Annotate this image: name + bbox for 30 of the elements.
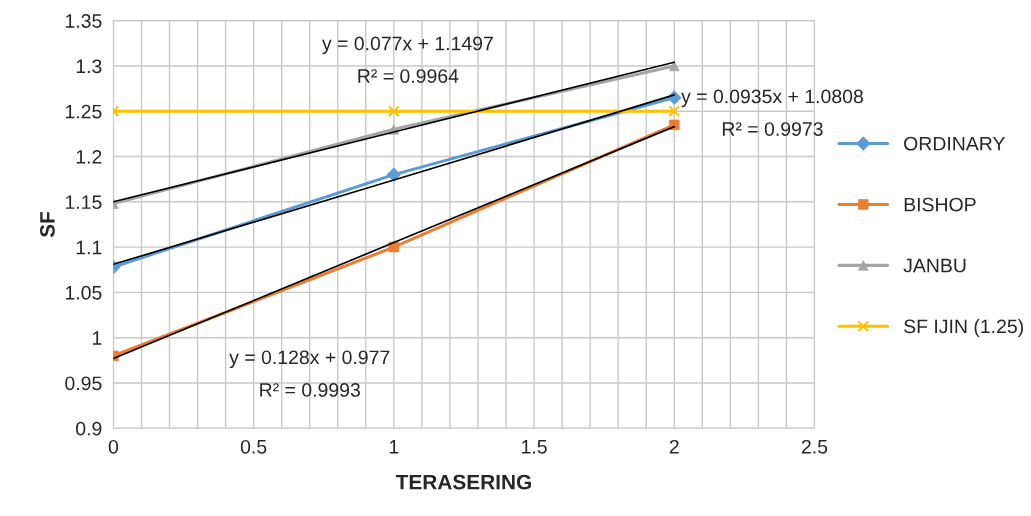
y-tick-label: 0.9: [76, 421, 102, 436]
y-tick-label: 0.95: [65, 376, 102, 391]
y-tick-label: 1.35: [65, 14, 102, 28]
annotation: y = 0.0935x + 1.0808: [681, 89, 863, 108]
annotation: R² = 0.9964: [358, 69, 459, 83]
y-tick-label: 1: [92, 331, 102, 345]
x-axis-title: TERASERING: [395, 474, 531, 490]
point: [387, 105, 400, 118]
x-tick-label: 1.5: [522, 440, 547, 454]
y-tick-label: 1.2: [76, 149, 102, 164]
annotation: y = 0.077x + 1.1497: [321, 36, 493, 55]
y-axis-title: SF: [40, 211, 55, 238]
x-tick-label: 1: [389, 440, 399, 454]
legend-label: ORDINARY: [904, 136, 1006, 151]
y-tick-label: 1.05: [65, 285, 102, 300]
annotation: R² = 0.9993: [260, 383, 360, 397]
legend-label: BISHOP: [904, 197, 976, 212]
annotation: y = 0.128x + 0.977: [229, 350, 390, 369]
legend-label: JANBU: [903, 258, 966, 273]
legend-label: SF IJIN (1.25): [904, 318, 1023, 338]
x-tick-label: 0.5: [240, 439, 267, 454]
y-tick-label: 1.25: [65, 104, 102, 119]
x-tick-label: 0: [108, 439, 119, 454]
y-tick-label: 1.15: [65, 195, 102, 210]
point: [668, 105, 681, 118]
x-tick-label: 2: [669, 439, 679, 454]
x-tick-label: 2.5: [801, 439, 828, 454]
y-tick-label: 1.1: [76, 240, 102, 255]
y-tick-label: 1.3: [76, 59, 102, 74]
annotation: R² = 0.9973: [722, 122, 823, 136]
